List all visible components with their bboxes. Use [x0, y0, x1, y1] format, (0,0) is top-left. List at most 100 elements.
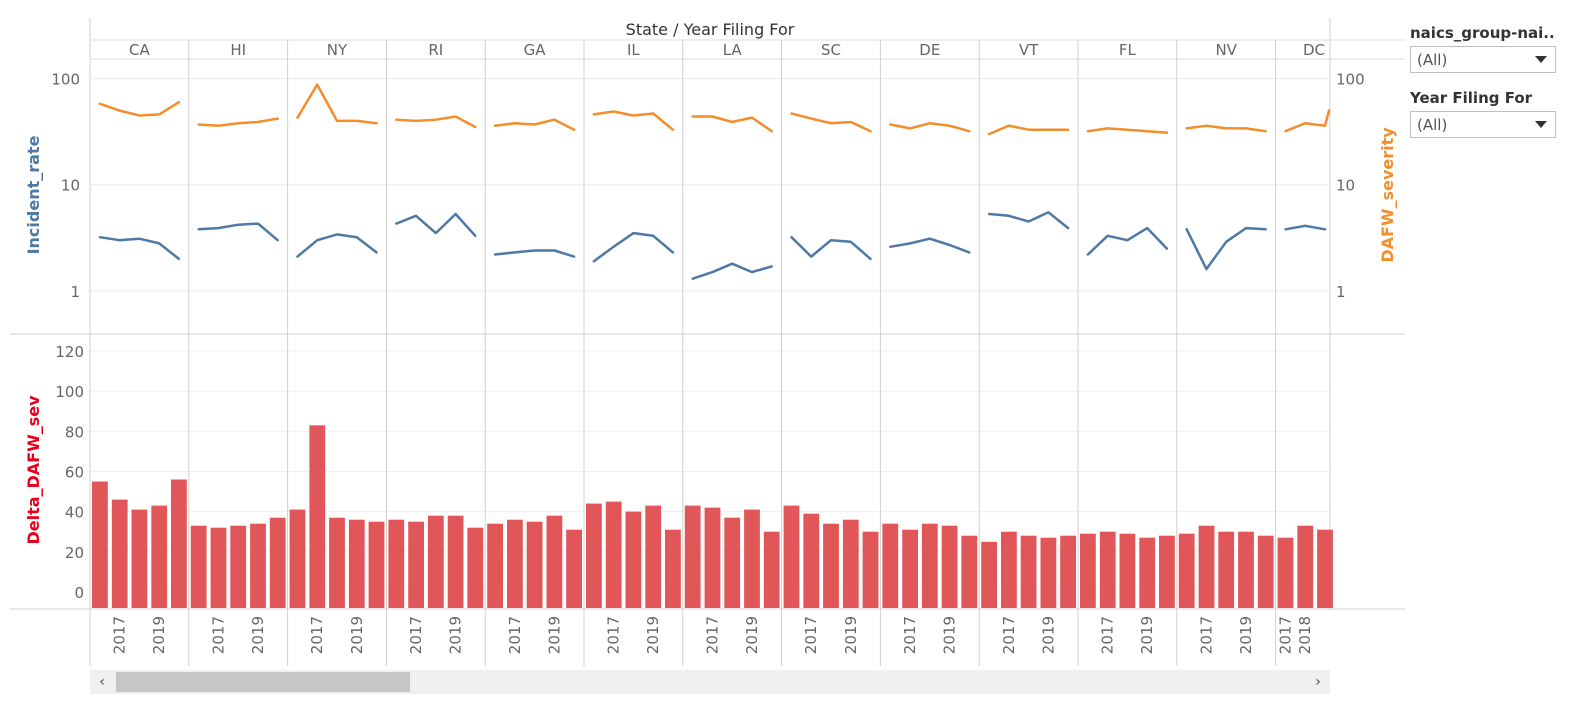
- bar-de-4[interactable]: [961, 535, 978, 608]
- bar-hi-4[interactable]: [269, 517, 286, 608]
- bar-ga-1[interactable]: [507, 519, 523, 608]
- bar-vt-2[interactable]: [1020, 535, 1037, 608]
- incident-rate-axis-title: Incident_rate: [24, 135, 43, 254]
- scroll-thumb[interactable]: [116, 672, 410, 692]
- incident-rate-line-fl: [1086, 226, 1169, 256]
- bar-de-0[interactable]: [882, 523, 899, 608]
- bar-vt-1[interactable]: [1001, 531, 1017, 608]
- filter-panel: naics_group-nai.. (All) Year Filing For …: [1410, 24, 1570, 154]
- bar-ri-1[interactable]: [408, 521, 424, 608]
- bar-ri-2[interactable]: [427, 515, 444, 608]
- bar-il-4[interactable]: [665, 529, 681, 608]
- bar-ny-0[interactable]: [289, 509, 306, 608]
- bar-la-0[interactable]: [684, 505, 701, 608]
- bar-ga-3[interactable]: [546, 515, 563, 608]
- bar-vt-0[interactable]: [981, 541, 997, 608]
- bar-nv-0[interactable]: [1178, 533, 1195, 608]
- bar-ga-4[interactable]: [566, 529, 582, 608]
- dafw-severity-line-il: [592, 110, 675, 131]
- state-label-sc: SC: [821, 41, 841, 59]
- incident-rate-line-ga: [493, 249, 576, 258]
- header-title: State / Year Filing For: [626, 20, 795, 39]
- bar-dc-0[interactable]: [1277, 537, 1294, 608]
- scroll-right-icon[interactable]: ›: [1315, 674, 1321, 690]
- bar-fl-3[interactable]: [1139, 537, 1156, 608]
- delta-tick-label: 0: [74, 584, 84, 602]
- bar-ny-3[interactable]: [348, 519, 365, 608]
- scroll-left-icon[interactable]: ‹: [99, 674, 105, 690]
- bar-hi-2[interactable]: [230, 525, 247, 608]
- bar-ny-1[interactable]: [309, 425, 326, 608]
- bar-ri-3[interactable]: [447, 515, 464, 608]
- bar-nv-2[interactable]: [1218, 531, 1235, 608]
- bar-ca-4[interactable]: [171, 479, 187, 609]
- dafw-severity-line-nv: [1185, 124, 1267, 133]
- state-label-ga: GA: [524, 41, 547, 59]
- bar-la-4[interactable]: [763, 531, 780, 608]
- bar-ga-0[interactable]: [487, 523, 503, 608]
- incident-rate-line-la: [691, 262, 773, 280]
- bar-il-2[interactable]: [625, 511, 642, 608]
- year-label-la: 2017: [703, 616, 721, 654]
- bar-de-2[interactable]: [921, 523, 938, 608]
- bar-ca-3[interactable]: [151, 505, 168, 608]
- horizontal-scrollbar[interactable]: ‹ ›: [90, 670, 1330, 694]
- dafw-severity-tick-label: 1: [1336, 283, 1346, 301]
- year-label-vt: 2019: [1039, 616, 1057, 654]
- bar-sc-4[interactable]: [862, 531, 879, 608]
- year-label-sc: 2017: [802, 616, 820, 654]
- bar-la-1[interactable]: [704, 507, 721, 608]
- year-label-la: 2019: [743, 616, 761, 654]
- bar-il-0[interactable]: [586, 503, 602, 608]
- bar-fl-2[interactable]: [1119, 533, 1136, 608]
- bar-ri-0[interactable]: [388, 519, 405, 608]
- bar-la-2[interactable]: [724, 517, 741, 608]
- bar-fl-0[interactable]: [1080, 533, 1096, 608]
- bar-dc-2[interactable]: [1317, 529, 1333, 608]
- state-label-dc: DC: [1303, 41, 1325, 59]
- bar-sc-3[interactable]: [842, 519, 859, 608]
- bar-vt-3[interactable]: [1040, 537, 1057, 608]
- dafw-severity-line-ny: [296, 83, 378, 125]
- bar-la-3[interactable]: [744, 509, 760, 608]
- bar-sc-0[interactable]: [783, 505, 800, 608]
- bar-vt-4[interactable]: [1060, 535, 1076, 608]
- year-label-fl: 2017: [1099, 616, 1117, 654]
- bar-sc-2[interactable]: [823, 523, 839, 608]
- dafw-severity-line-de: [889, 121, 971, 133]
- year-label-ga: 2019: [545, 616, 563, 654]
- bar-hi-3[interactable]: [250, 523, 266, 608]
- year-filter-dropdown[interactable]: (All): [1410, 111, 1556, 138]
- bar-de-3[interactable]: [941, 525, 958, 608]
- bar-fl-1[interactable]: [1099, 531, 1116, 608]
- dafw-severity-tick-label: 100: [1336, 71, 1365, 89]
- bar-ny-4[interactable]: [368, 521, 385, 608]
- bar-nv-3[interactable]: [1238, 531, 1254, 608]
- dafw-severity-line-la: [691, 115, 773, 133]
- incident-rate-line-dc: [1284, 224, 1327, 231]
- naics-filter-dropdown[interactable]: (All): [1410, 46, 1556, 73]
- incident-rate-tick-label: 10: [61, 177, 80, 195]
- state-label-ny: NY: [327, 41, 348, 59]
- bar-il-3[interactable]: [645, 505, 662, 608]
- bar-ga-2[interactable]: [526, 521, 543, 608]
- state-label-hi: HI: [230, 41, 246, 59]
- incident-rate-line-hi: [197, 222, 279, 242]
- year-filter-title: Year Filing For: [1410, 89, 1533, 107]
- bar-ny-2[interactable]: [329, 517, 345, 608]
- bar-hi-1[interactable]: [210, 527, 227, 608]
- bar-dc-1[interactable]: [1297, 525, 1314, 608]
- dafw-severity-line-ca: [98, 100, 181, 117]
- bar-fl-4[interactable]: [1159, 535, 1175, 608]
- bar-ca-1[interactable]: [111, 499, 128, 608]
- bar-il-1[interactable]: [605, 501, 622, 608]
- bar-ca-2[interactable]: [131, 509, 148, 608]
- bar-ca-0[interactable]: [92, 481, 108, 609]
- bar-nv-1[interactable]: [1198, 525, 1215, 608]
- bar-sc-1[interactable]: [803, 513, 820, 608]
- year-label-ri: 2017: [407, 616, 425, 654]
- bar-ri-4[interactable]: [467, 527, 484, 608]
- bar-nv-4[interactable]: [1257, 535, 1274, 608]
- bar-hi-0[interactable]: [190, 525, 207, 608]
- bar-de-1[interactable]: [902, 529, 918, 608]
